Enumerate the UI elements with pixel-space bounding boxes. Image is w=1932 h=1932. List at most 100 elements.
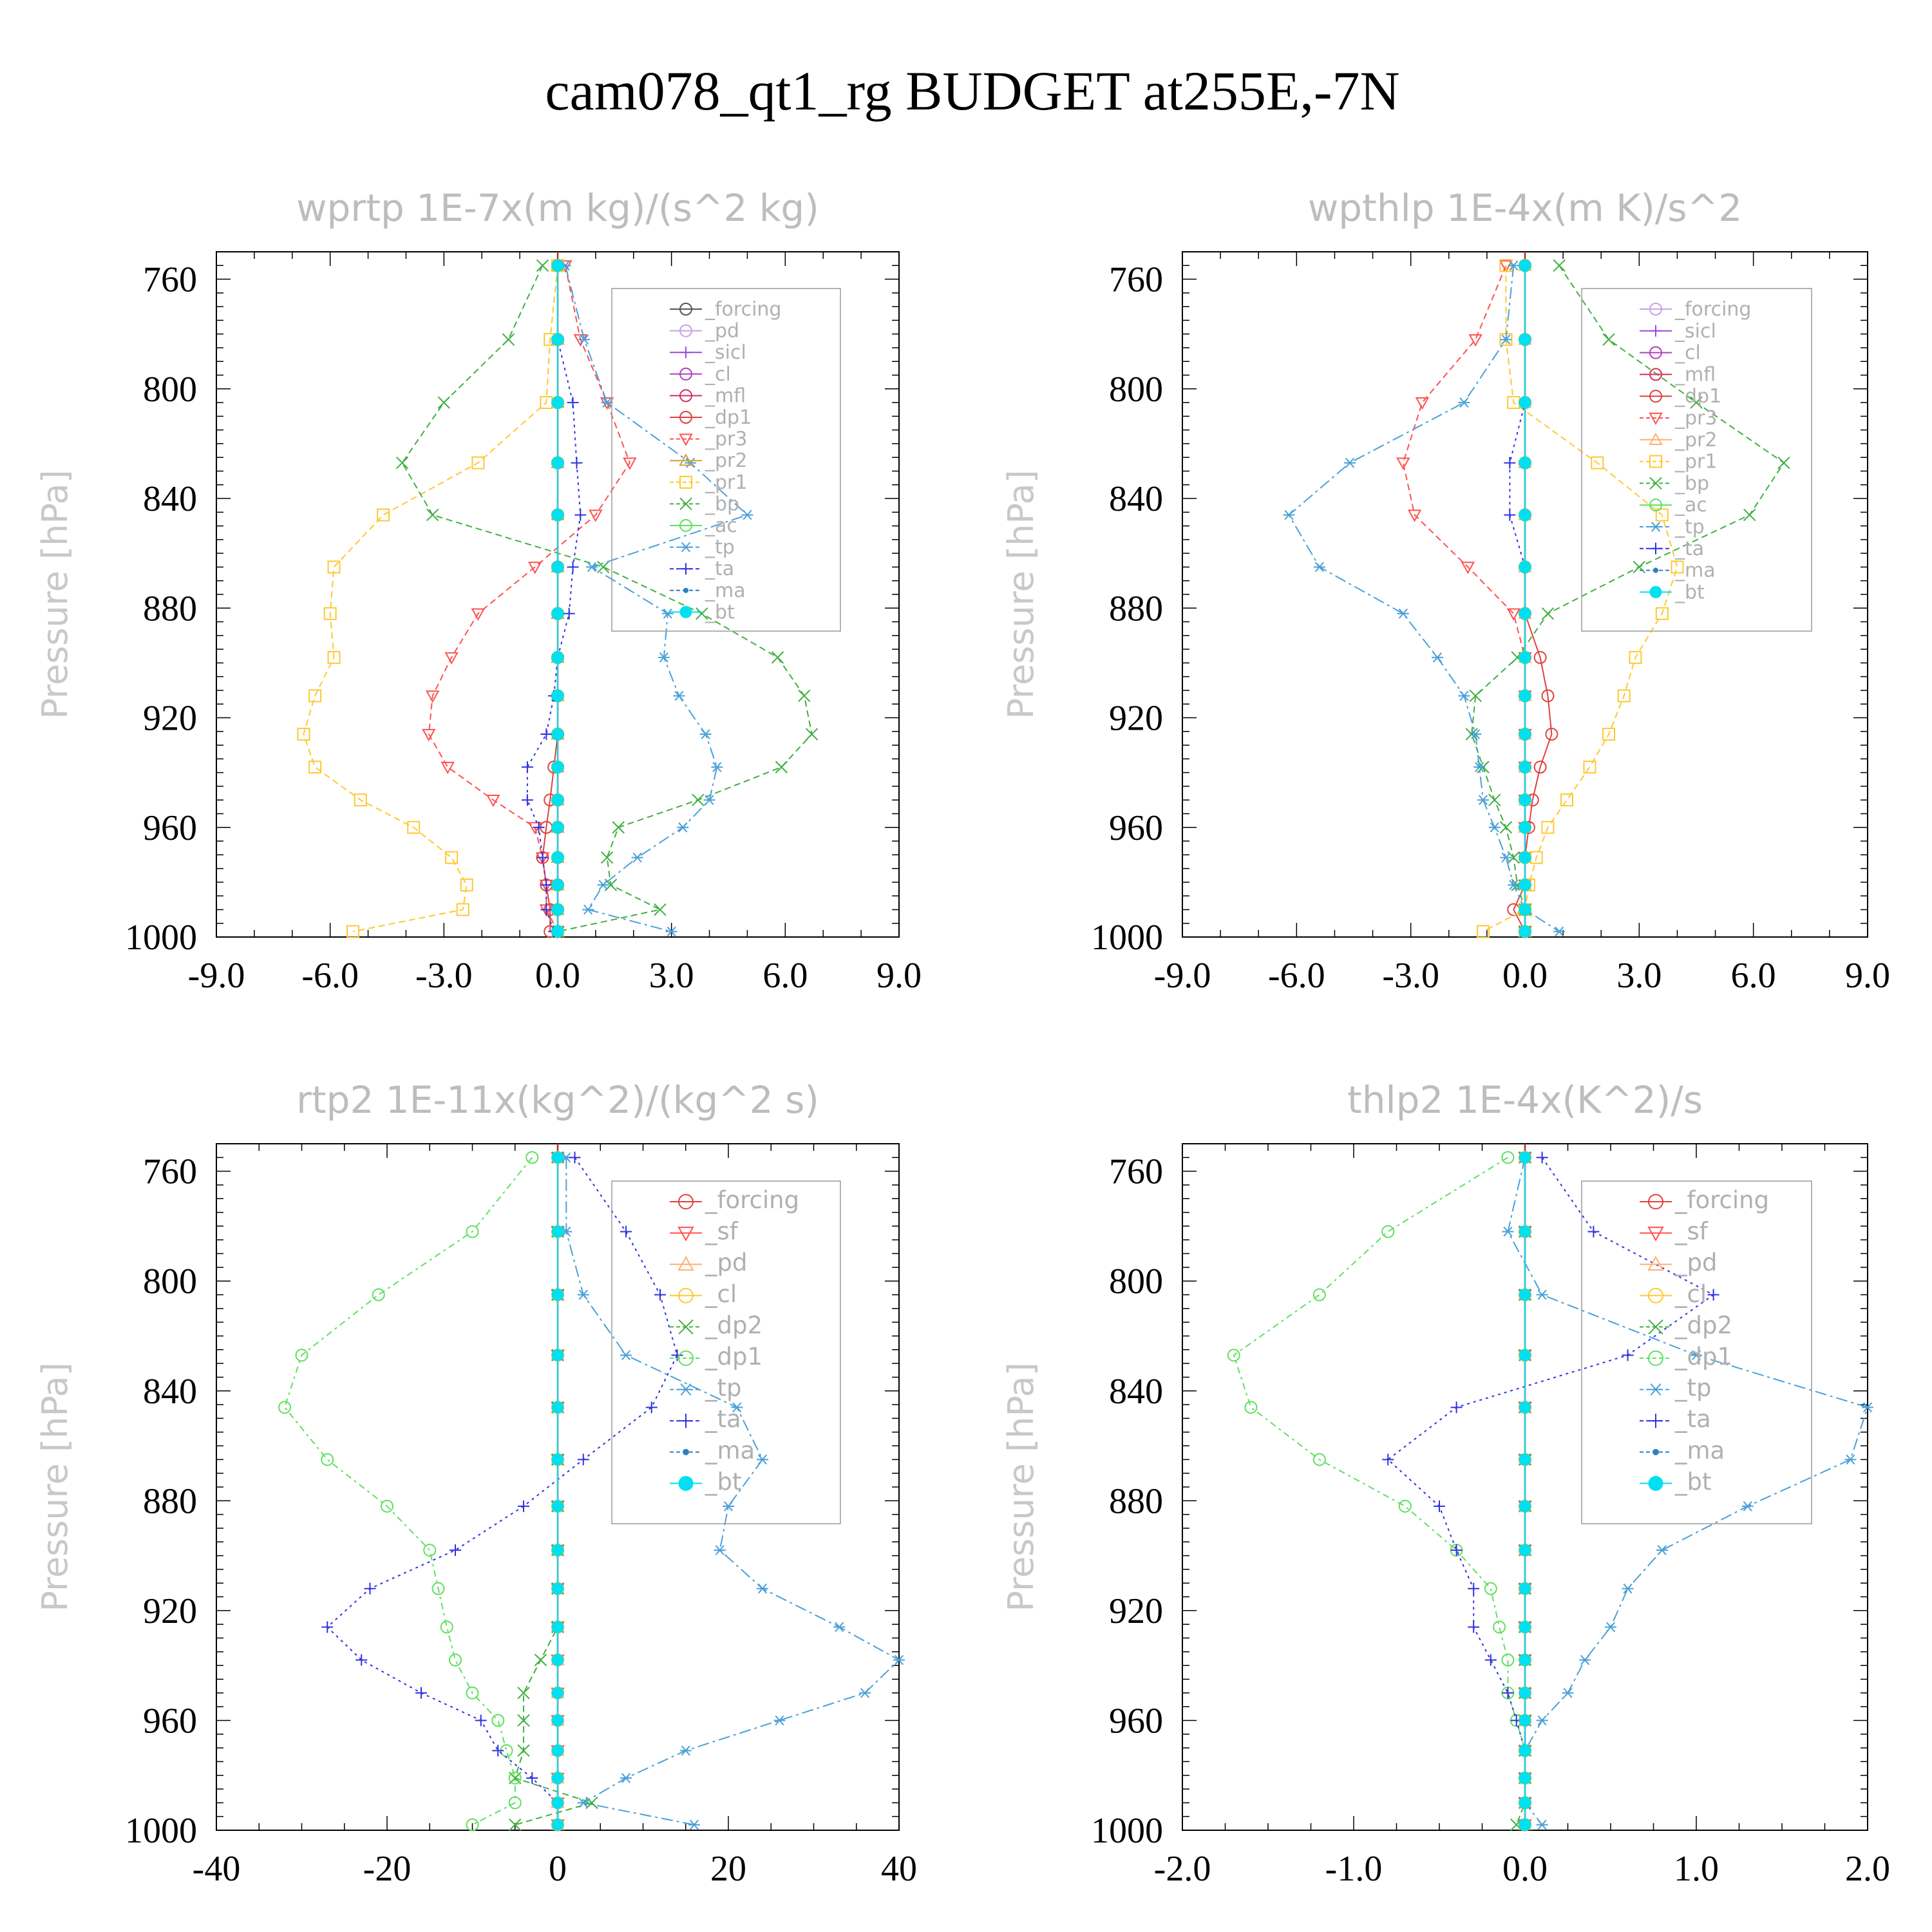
data-point (540, 879, 553, 891)
legend-label: _dp2 (705, 1311, 762, 1339)
y-tick-label: 760 (143, 260, 197, 300)
data-point (1519, 878, 1531, 891)
data-point (620, 1226, 632, 1238)
data-point (1519, 1453, 1531, 1466)
series-pr1 (297, 259, 564, 938)
data-point (1470, 729, 1482, 739)
series-bt (1519, 1151, 1531, 1831)
data-point (1519, 1796, 1531, 1809)
data-point (407, 820, 421, 834)
data-point (471, 456, 485, 469)
legend-label: _forcing (705, 1186, 799, 1214)
data-point (1508, 880, 1520, 890)
data-point (551, 1744, 564, 1757)
data-point (671, 1349, 683, 1361)
data-point (377, 508, 390, 522)
data-point (456, 903, 469, 916)
series-line (1402, 265, 1526, 932)
data-point (574, 509, 587, 521)
legend: _forcing_sicl_cl_mfl_dp1_pr3_pr2_pr1_bp_… (1581, 288, 1812, 632)
data-point (297, 728, 310, 741)
data-point (551, 1796, 564, 1809)
data-point (833, 1622, 846, 1633)
data-point (1500, 852, 1512, 863)
series-line (428, 265, 631, 932)
data-point (1743, 508, 1756, 522)
legend-label: _ac (705, 515, 737, 537)
x-tick-label: -20 (363, 1849, 412, 1889)
data-point (517, 1687, 530, 1700)
legend-label: _mfl (1674, 363, 1716, 386)
legend-label: _sicl (1674, 320, 1716, 343)
data-point (422, 728, 436, 742)
legend-label: _tp (1674, 516, 1705, 538)
data-point (578, 334, 591, 345)
y-tick-label: 800 (143, 1262, 197, 1302)
panel-title: wpthlp 1E-4x(m K)/s^2 (1308, 186, 1742, 230)
data-point (1473, 762, 1486, 772)
data-point (773, 1715, 786, 1726)
chart-panel-3: rtp2 1E-11x(kg^2)/(kg^2 s) Pressure [hPa]… (35, 1078, 917, 1889)
legend-marker (678, 1475, 694, 1491)
y-tick-label: 840 (143, 1372, 197, 1412)
legend-marker (677, 1226, 694, 1242)
y-tick-label: 760 (1109, 1152, 1163, 1192)
data-point (679, 1745, 692, 1756)
data-point (1690, 1350, 1702, 1361)
data-point (395, 457, 409, 469)
data-point (1468, 1621, 1480, 1633)
data-point (354, 793, 367, 807)
data-point (600, 851, 614, 864)
legend-marker (678, 1319, 694, 1335)
legend-marker (1649, 432, 1663, 445)
data-point (1536, 1819, 1548, 1830)
x-tick-label: 3.0 (1616, 956, 1662, 996)
data-point (445, 851, 459, 864)
data-point (775, 761, 788, 773)
panel-title: thlp2 1E-4x(K^2)/s (1347, 1078, 1703, 1122)
data-point (658, 652, 670, 663)
data-point (540, 904, 553, 916)
legend-box (1581, 288, 1812, 632)
data-point (551, 1582, 564, 1595)
legend-label: _ma (705, 1437, 755, 1464)
legend-marker (1649, 477, 1662, 490)
data-point (597, 880, 609, 890)
data-point (426, 508, 439, 522)
x-tick-label: 6.0 (1731, 956, 1776, 996)
series-line (1233, 1157, 1526, 1825)
data-point (631, 852, 643, 863)
legend: _forcing _sf _pd _cl _dp2 _dp1 _tp _ta _ma _bt (611, 1180, 841, 1524)
data-point (1519, 1621, 1531, 1633)
legend-label: _forcing (1674, 1186, 1769, 1214)
data-point (521, 794, 533, 806)
y-axis-label: Pressure [hPa] (1001, 469, 1041, 719)
data-point (486, 795, 500, 808)
x-tick-label: 0.0 (1502, 1849, 1548, 1889)
data-point (723, 1501, 734, 1511)
data-point (372, 1288, 385, 1302)
legend-marker (679, 367, 692, 381)
data-point (696, 607, 708, 620)
data-point (551, 728, 564, 741)
series-bt (551, 1151, 564, 1831)
y-axis-label: Pressure [hPa] (35, 1362, 75, 1611)
data-point (1484, 1654, 1497, 1666)
data-point (1493, 1620, 1506, 1634)
data-point (1536, 1151, 1548, 1164)
legend-marker (1649, 455, 1662, 468)
data-point (596, 560, 610, 574)
data-point (551, 925, 564, 938)
data-point (1244, 1401, 1258, 1414)
data-point (1313, 562, 1325, 573)
data-point (517, 1714, 530, 1727)
legend-label: _cl (705, 363, 731, 386)
data-point (1602, 728, 1616, 741)
data-point (1450, 1544, 1463, 1557)
chart-panel-4: thlp2 1E-4x(K^2)/s Pressure [hPa] 760 800 84… (1001, 1078, 1890, 1889)
y-tick-label: 1000 (1091, 918, 1163, 958)
data-point (1458, 397, 1470, 408)
data-point (551, 690, 564, 702)
data-point (1519, 690, 1531, 702)
data-point (645, 1401, 658, 1414)
